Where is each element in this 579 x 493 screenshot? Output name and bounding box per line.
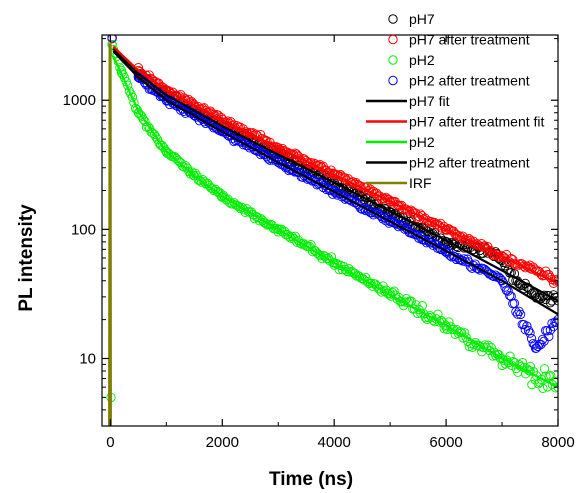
legend-label: pH2 after treatment <box>409 155 530 171</box>
line-irf <box>108 45 111 427</box>
plot-area <box>107 34 562 427</box>
legend-entry-ph7: pH7 <box>389 11 435 27</box>
legend-entry-ph7-after-treatment-fit: pH7 after treatment fit <box>366 114 545 130</box>
x-tick-label: 2000 <box>206 434 239 451</box>
legend-entry-ph7-after-treatment: pH7 after treatment <box>389 32 530 48</box>
legend-label: pH7 after treatment <box>409 32 530 48</box>
x-tick-label: 6000 <box>429 434 462 451</box>
legend-label: pH2 <box>409 52 435 68</box>
legend-marker <box>389 15 397 23</box>
y-tick-label: 10 <box>79 350 96 367</box>
legend-label: pH7 <box>409 11 435 27</box>
axes: 0 2000 4000 6000 8000 10 100 1000 <box>63 35 575 451</box>
legend-marker <box>389 76 397 84</box>
x-tick-label: 8000 <box>541 434 574 451</box>
legend-entry-ph2-after-treatment: pH2 after treatment <box>389 73 530 89</box>
legend-entry-ph2: pH2 <box>366 134 435 150</box>
legend-entry-ph2: pH2 <box>389 52 435 68</box>
y-tick-label: 1000 <box>63 92 96 109</box>
y-axis-label: PL intensity <box>16 204 37 312</box>
legend-marker <box>389 56 397 64</box>
x-axis-label: Time (ns) <box>269 469 353 490</box>
x-tick-label: 0 <box>106 434 114 451</box>
legend-label: IRF <box>409 175 432 191</box>
legend-entry-ph7-fit: pH7 fit <box>366 93 450 109</box>
plot-content <box>107 34 562 427</box>
y-tick-label: 100 <box>71 221 96 238</box>
legend-entry-ph2-after-treatment: pH2 after treatment <box>366 155 530 171</box>
legend-label: pH2 after treatment <box>409 73 530 89</box>
legend: pH7 pH7 after treatment pH2 pH2 after treat… <box>366 11 545 191</box>
x-tick-label: 4000 <box>318 434 351 451</box>
legend-label: pH2 <box>409 134 435 150</box>
legend-label: pH7 fit <box>409 93 450 109</box>
legend-marker <box>389 35 397 43</box>
legend-label: pH7 after treatment fit <box>409 114 545 130</box>
